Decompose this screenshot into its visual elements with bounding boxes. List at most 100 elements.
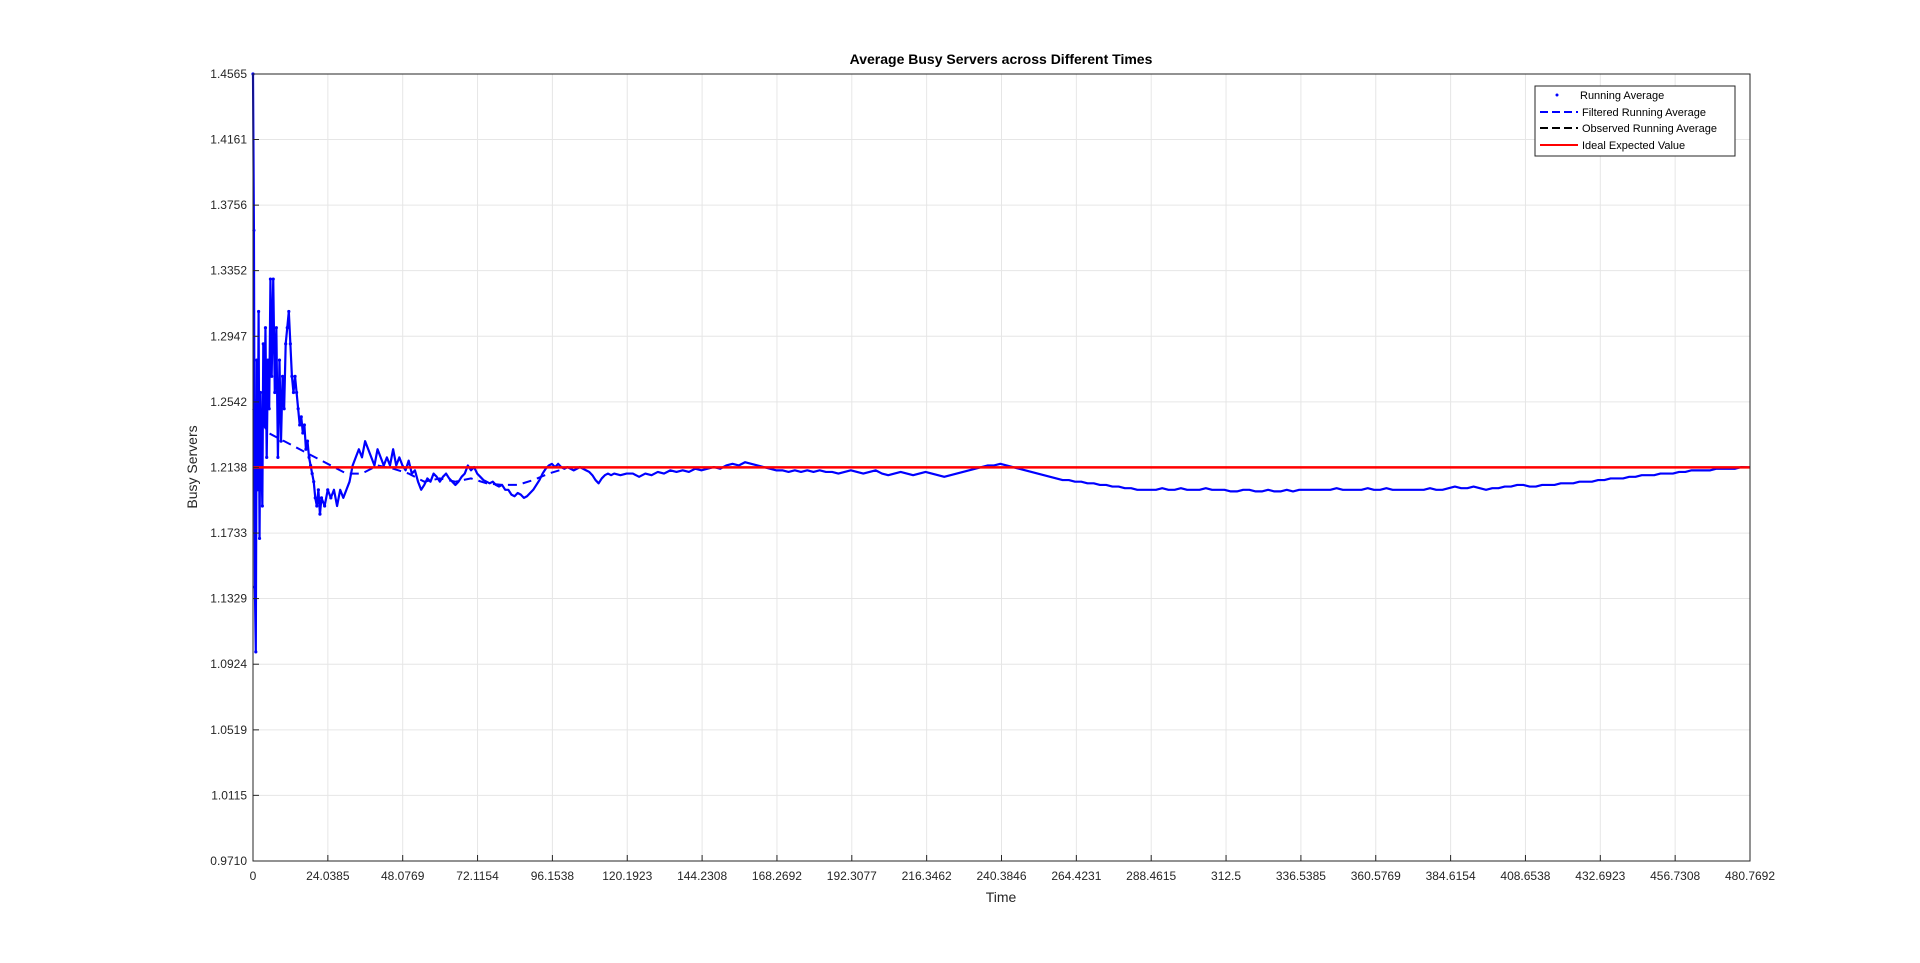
y-tick-label: 1.0924 — [210, 657, 247, 671]
x-tick-label: 480.7692 — [1725, 869, 1775, 883]
data-point — [266, 358, 270, 362]
data-point — [316, 488, 320, 492]
data-point — [293, 374, 297, 378]
x-tick-label: 408.6538 — [1500, 869, 1550, 883]
legend-label-filtered-running-average: Filtered Running Average — [1582, 107, 1706, 119]
legend-item-observed-running-average: Observed Running Average — [1540, 123, 1717, 135]
data-point — [280, 374, 285, 378]
data-point — [270, 374, 274, 378]
data-point — [319, 496, 324, 500]
data-point — [299, 415, 303, 419]
data-point — [256, 488, 260, 492]
tick-marks — [252, 73, 1751, 862]
x-tick-label: 384.6154 — [1426, 869, 1476, 883]
legend-label-running-average: Running Average — [1580, 90, 1664, 102]
x-tick-label: 288.4615 — [1126, 869, 1176, 883]
y-tick-label: 1.1733 — [210, 526, 247, 540]
x-tick-label: 192.3077 — [827, 869, 877, 883]
data-point — [273, 390, 277, 395]
data-point — [274, 326, 278, 330]
data-point — [257, 536, 262, 541]
legend-marker-running-average — [1555, 93, 1559, 97]
data-point — [323, 504, 327, 508]
data-point — [304, 447, 308, 451]
series-line-filtered-running-average — [252, 408, 565, 486]
y-tick-label: 1.3756 — [210, 198, 247, 212]
legend-label-observed-running-average: Observed Running Average — [1582, 123, 1717, 135]
x-tick-label: 216.3462 — [902, 869, 952, 883]
legend-label-ideal-expected-value: Ideal Expected Value — [1582, 140, 1685, 152]
x-tick-label: 240.3846 — [976, 869, 1026, 883]
data-point — [255, 358, 259, 362]
data-point — [261, 342, 265, 346]
data-point — [312, 480, 316, 484]
data-point — [267, 407, 271, 411]
x-tick-label: 168.2692 — [752, 869, 802, 883]
data-point — [302, 423, 306, 427]
data-point — [277, 358, 282, 362]
data-point — [258, 390, 263, 395]
data-point — [254, 650, 258, 654]
data-point — [263, 326, 268, 330]
data-point — [260, 504, 264, 508]
data-point — [257, 309, 261, 314]
y-axis-label: Busy Servers — [184, 425, 200, 508]
y-tick-label: 1.2542 — [210, 395, 247, 409]
y-tick-label: 1.0519 — [210, 723, 247, 737]
x-axis-label: Time — [986, 889, 1017, 905]
data-point — [290, 374, 294, 378]
legend-item-ideal-expected-value: Ideal Expected Value — [1540, 140, 1685, 152]
data-point — [284, 342, 288, 346]
data-point — [310, 471, 314, 476]
data-point — [329, 496, 333, 500]
x-tick-label: 48.0769 — [381, 869, 425, 883]
x-tick-label: 432.6923 — [1575, 869, 1625, 883]
data-point — [291, 390, 296, 395]
x-tick-label: 312.5 — [1211, 869, 1241, 883]
data-point — [301, 431, 305, 435]
y-tick-labels: 0.9710 1.0115 1.0519 1.0924 1.1329 1.1733 1.21… — [210, 67, 247, 868]
x-tick-labels: 0 24.0385 48.0769 72.1154 96.1538 120.1923 144… — [250, 869, 1776, 883]
data-point — [326, 488, 330, 492]
data-point — [294, 390, 299, 395]
x-tick-label: 336.5385 — [1276, 869, 1326, 883]
y-tick-label: 0.9710 — [210, 854, 247, 868]
data-point — [296, 407, 300, 411]
data-point — [305, 439, 310, 443]
data-point — [307, 455, 311, 459]
x-tick-label: 120.1923 — [602, 869, 652, 883]
series-line-running-average — [251, 73, 1751, 653]
y-tick-label: 1.2947 — [210, 329, 247, 343]
data-point — [276, 455, 280, 459]
x-tick-label: 144.2308 — [677, 869, 727, 883]
data-point — [253, 585, 257, 589]
x-tick-label: 0 — [250, 869, 257, 883]
chart-title: Average Busy Servers across Different Ti… — [850, 51, 1153, 67]
legend: Running Average Filtered Running Average… — [1534, 85, 1736, 157]
data-point — [271, 277, 275, 281]
y-tick-label: 1.4565 — [210, 67, 247, 81]
data-point — [318, 512, 322, 516]
legend-item-running-average: Running Average — [1555, 90, 1664, 102]
data-point — [279, 439, 283, 443]
y-tick-label: 1.1329 — [210, 592, 247, 606]
y-tick-label: 1.4161 — [210, 132, 247, 146]
data-point — [285, 326, 289, 330]
data-point — [259, 455, 264, 459]
y-tick-label: 1.2138 — [210, 460, 247, 474]
data-point — [282, 407, 286, 411]
x-tick-label: 24.0385 — [306, 869, 350, 883]
x-tick-label: 96.1538 — [531, 869, 575, 883]
data-point — [287, 309, 291, 314]
data-point — [288, 342, 292, 346]
data-point — [313, 496, 317, 500]
y-tick-label: 1.0115 — [211, 788, 247, 802]
data-point — [315, 504, 319, 508]
x-tick-label: 360.5769 — [1351, 869, 1401, 883]
legend-item-filtered-running-average: Filtered Running Average — [1540, 107, 1706, 119]
x-tick-label: 456.7308 — [1650, 869, 1700, 883]
data-point — [298, 423, 302, 427]
y-tick-label: 1.3352 — [210, 264, 247, 278]
data-point — [268, 277, 273, 281]
